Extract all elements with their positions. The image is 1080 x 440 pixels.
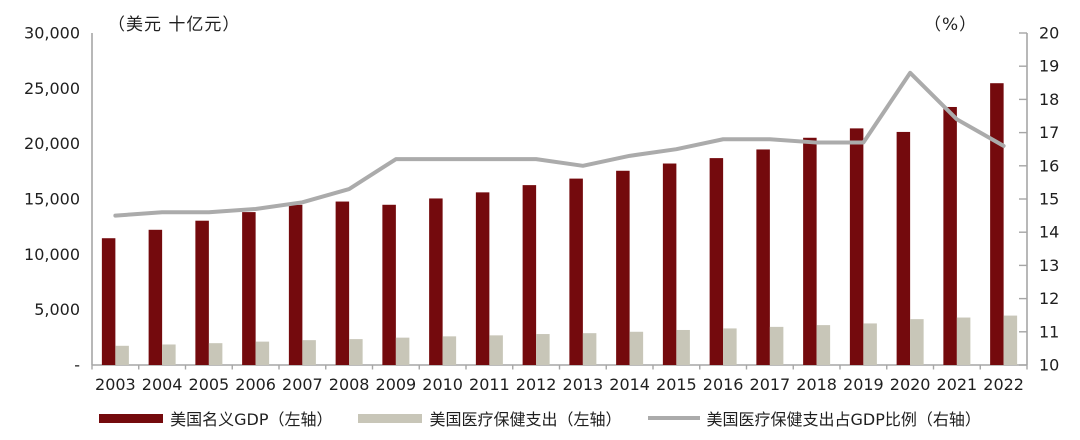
healthcare-bar [863, 323, 877, 365]
x-axis-category-label: 2014 [609, 375, 650, 394]
left-axis-tick-label: 10,000 [24, 245, 80, 264]
gdp-bar [990, 83, 1004, 365]
x-axis-category-label: 2012 [516, 375, 557, 394]
gdp-bar [803, 137, 817, 365]
healthcare-bar [769, 326, 784, 365]
x-axis-category-label: 2008 [329, 375, 370, 394]
x-axis-category-label: 2005 [189, 375, 230, 394]
healthcare-bar [723, 328, 737, 365]
healthcare-bar [910, 319, 924, 365]
x-axis-category-label: 2010 [422, 375, 463, 394]
gdp-bar [335, 201, 350, 365]
legend: 美国名义GDP（左轴） 美国医疗保健支出（左轴） 美国医疗保健支出占GDP比例（… [0, 403, 1080, 433]
gdp-bar [382, 204, 396, 365]
right-axis-tick-label: 19 [1039, 57, 1059, 76]
x-axis-category-label: 2021 [937, 375, 978, 394]
left-axis-tick-label: - [74, 356, 80, 375]
legend-item-gdp: 美国名义GDP（左轴） [99, 406, 332, 430]
legend-item-ratio: 美国医疗保健支出占GDP比例（右轴） [647, 406, 981, 430]
x-axis-category-label: 2019 [843, 375, 884, 394]
gdp-bar [943, 106, 957, 366]
x-axis-category-label: 2015 [656, 375, 697, 394]
x-axis-category-label: 2018 [796, 375, 837, 394]
ratio-line-swatch-icon [647, 416, 700, 420]
gdp-bar [569, 178, 583, 365]
healthcare-bar [395, 337, 410, 365]
right-axis-tick-label: 20 [1039, 24, 1059, 43]
healthcare-bar [115, 345, 129, 365]
right-axis-tick-label: 17 [1039, 123, 1059, 142]
x-axis-category-label: 2003 [95, 375, 136, 394]
right-axis-tick-label: 18 [1039, 90, 1059, 109]
legend-label-healthcare: 美国医疗保健支出（左轴） [429, 410, 622, 429]
x-axis-category-label: 2009 [376, 375, 417, 394]
gdp-bar [429, 198, 443, 365]
gdp-bar [662, 163, 677, 365]
legend-item-healthcare: 美国医疗保健支出（左轴） [358, 406, 622, 430]
right-axis-tick-label: 11 [1039, 322, 1059, 341]
left-axis-tick-label: 30,000 [24, 24, 80, 43]
x-axis-category-label: 2004 [142, 375, 183, 394]
right-axis-tick-label: 10 [1039, 356, 1059, 375]
healthcare-bar [629, 331, 644, 365]
healthcare-bar [582, 333, 597, 365]
healthcare-bar [676, 329, 690, 365]
gdp-bar [709, 158, 724, 365]
gdp-bar [849, 128, 864, 365]
x-axis-category-label: 2007 [282, 375, 323, 394]
healthcare-bar [349, 339, 363, 365]
gdp-bar [756, 149, 770, 365]
healthcare-bar [536, 334, 550, 365]
x-axis-category-label: 2013 [563, 375, 604, 394]
healthcare-bar-swatch-icon [358, 413, 423, 423]
gdp-bar-swatch-icon [99, 413, 164, 423]
gdp-bar [288, 204, 303, 365]
x-axis-category-label: 2020 [890, 375, 931, 394]
healthcare-bar [255, 341, 270, 365]
healthcare-bar [956, 317, 971, 365]
x-axis-category-label: 2011 [469, 375, 510, 394]
left-axis-tick-label: 5,000 [34, 300, 80, 319]
gdp-bar [101, 238, 116, 365]
healthcare-bar [816, 325, 831, 365]
right-axis-unit-label: （%） [924, 15, 978, 35]
legend-label-ratio: 美国医疗保健支出占GDP比例（右轴） [706, 410, 981, 429]
right-axis-tick-label: 16 [1039, 156, 1059, 175]
x-axis-category-label: 2006 [235, 375, 276, 394]
x-axis-category-label: 2022 [983, 375, 1024, 394]
right-axis-tick-label: 14 [1039, 223, 1059, 242]
gdp-bar [195, 220, 209, 365]
healthcare-bar [208, 343, 223, 365]
healthcare-bar [162, 344, 176, 365]
right-axis-tick-label: 12 [1039, 289, 1059, 308]
right-axis-tick-label: 13 [1039, 256, 1059, 275]
gdp-bar [148, 229, 163, 365]
gdp-ratio-line [113, 70, 1006, 218]
gdp-bar [242, 212, 256, 365]
gdp-bar [616, 170, 630, 365]
healthcare-bar [1003, 315, 1018, 365]
gdp-bar [896, 131, 911, 365]
legend-label-gdp: 美国名义GDP（左轴） [170, 410, 333, 429]
gdp-bar [475, 192, 490, 365]
x-axis-category-label: 2017 [750, 375, 791, 394]
gdp-bar [522, 185, 537, 365]
healthcare-bar [489, 335, 503, 365]
healthcare-bar [442, 336, 457, 365]
left-axis-unit-label: （美元 十亿元） [108, 15, 241, 35]
left-axis-tick-label: 25,000 [24, 79, 80, 98]
x-axis-category-label: 2016 [703, 375, 744, 394]
healthcare-bar [302, 340, 316, 365]
left-axis-tick-label: 15,000 [24, 190, 80, 209]
right-axis-tick-label: 15 [1039, 190, 1059, 209]
left-axis-tick-label: 20,000 [24, 134, 80, 153]
